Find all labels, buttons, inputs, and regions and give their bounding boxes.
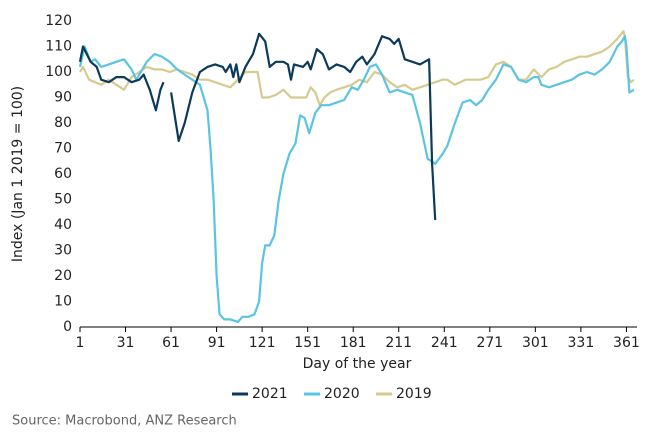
series-line (79, 30, 635, 107)
x-tick-label: 331 (568, 335, 595, 351)
x-tick-label: 211 (385, 335, 412, 351)
source-note: Source: Macrobond, ANZ Research (12, 414, 237, 429)
y-tick-label: 90 (54, 90, 72, 106)
x-tick-label: 61 (162, 335, 180, 351)
series-line (78, 32, 437, 220)
x-tick-label: 151 (294, 335, 321, 351)
y-tick-label: 80 (54, 115, 72, 131)
y-tick-label: 60 (54, 166, 72, 182)
y-tick-label: 100 (45, 64, 72, 80)
x-tick-label: 91 (208, 335, 226, 351)
x-tick-label: 361 (613, 335, 640, 351)
y-axis-label: Index (Jan 1 2019 = 100) (10, 86, 26, 262)
x-tick-label: 31 (117, 335, 135, 351)
y-tick-label: 50 (54, 192, 72, 208)
y-tick-label: 20 (54, 268, 72, 284)
x-tick-label: 271 (476, 335, 503, 351)
legend-label: 2020 (324, 386, 360, 402)
legend-label: 2021 (252, 386, 288, 402)
y-tick-label: 10 (54, 294, 72, 310)
y-tick-label: 120 (45, 13, 72, 29)
x-axis-label: Day of the year (303, 356, 412, 372)
y-tick-label: 70 (54, 141, 72, 157)
y-tick-label: 30 (54, 243, 72, 259)
y-tick-label: 40 (54, 217, 72, 233)
x-tick-label: 241 (431, 335, 458, 351)
x-tick-label: 1 (76, 335, 85, 351)
series-line (78, 35, 635, 323)
y-tick-label: 0 (63, 319, 72, 335)
x-tick-label: 301 (522, 335, 549, 351)
legend-label: 2019 (396, 386, 432, 402)
y-tick-label: 110 (45, 39, 72, 55)
x-tick-label: 121 (249, 335, 276, 351)
x-tick-label: 181 (340, 335, 367, 351)
